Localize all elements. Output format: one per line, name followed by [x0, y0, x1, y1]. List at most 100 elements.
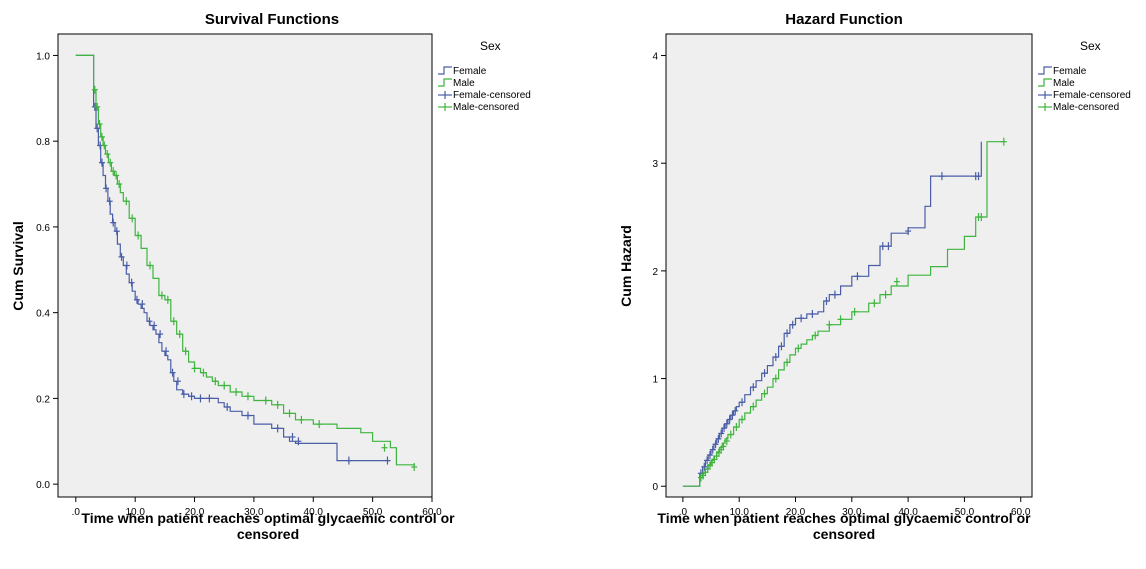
censor-mark-female-censored: [854, 272, 861, 281]
legend-swatch: [438, 103, 452, 111]
censor-mark-female-censored: [224, 402, 231, 411]
legend-swatch: [1038, 103, 1052, 111]
legend-swatch: [438, 66, 452, 75]
censor-mark-female-censored: [789, 320, 796, 329]
legend-title: Sex: [1080, 39, 1101, 53]
y-tick-label: 0.6: [36, 223, 50, 234]
censor-mark-male-censored: [761, 389, 768, 398]
censor-mark-female-censored: [712, 440, 719, 449]
censor-mark-male-censored: [147, 261, 154, 270]
censor-mark-male-censored: [784, 358, 791, 367]
censor-mark-female-censored: [718, 429, 725, 438]
censor-mark-male-censored: [107, 158, 114, 167]
y-tick-label: 2: [652, 267, 658, 278]
survival-chart-panel: Survival Functions Time when patient rea…: [10, 11, 531, 542]
censor-mark-female-censored: [94, 124, 101, 133]
censor-mark-female-censored: [133, 295, 140, 304]
censor-mark-male-censored: [96, 120, 103, 129]
censor-mark-female-censored: [345, 456, 352, 465]
censor-mark-female-censored: [798, 314, 805, 323]
censor-mark-male-censored: [795, 344, 802, 353]
censor-mark-female-censored: [732, 406, 739, 415]
y-tick-label: 1.0: [36, 51, 50, 62]
censor-mark-male-censored: [164, 295, 171, 304]
censor-mark-male-censored: [182, 347, 189, 356]
x-tick-label: 60.0: [422, 507, 442, 518]
y-tick-label: 0: [652, 482, 658, 493]
x-tick-label: 10.0: [729, 507, 749, 518]
censor-mark-female-censored: [295, 437, 302, 446]
censor-mark-female-censored: [784, 329, 791, 338]
legend-label: Female: [453, 66, 487, 77]
censor-mark-male-censored: [882, 290, 889, 299]
censor-mark-male-censored: [113, 171, 120, 180]
censor-mark-female-censored: [905, 227, 912, 236]
censor-mark-female-censored: [761, 369, 768, 378]
x-tick-label: 40.0: [304, 507, 324, 518]
censor-mark-female-censored: [118, 252, 125, 261]
censor-mark-female-censored: [128, 278, 135, 287]
censor-mark-male-censored: [871, 299, 878, 308]
y-tick-label: 0.2: [36, 394, 50, 405]
censor-mark-female-censored: [188, 392, 195, 401]
censor-mark-male-censored: [274, 400, 281, 409]
legend-label: Female-censored: [453, 90, 531, 101]
censor-mark-female-censored: [384, 456, 391, 465]
censor-mark-female-censored: [174, 377, 181, 386]
censor-mark-male-censored: [158, 291, 165, 300]
chart-title: Survival Functions: [205, 11, 339, 28]
x-tick-label: 30.0: [842, 507, 862, 518]
censor-mark-male-censored: [101, 141, 108, 150]
censor-mark-male-censored: [826, 320, 833, 329]
legend-swatch: [1038, 91, 1052, 99]
censor-mark-male-censored: [176, 330, 183, 339]
legend-swatch: [438, 91, 452, 99]
y-tick-label: 0.8: [36, 137, 50, 148]
censor-mark-female-censored: [715, 434, 722, 443]
x-tick-label: 50.0: [363, 507, 383, 518]
censor-mark-female-censored: [701, 462, 708, 471]
x-tick-label: 50.0: [955, 507, 975, 518]
censor-mark-male-censored: [116, 180, 123, 189]
plot-area: [57, 33, 433, 498]
censor-mark-male-censored: [1000, 137, 1007, 146]
censor-mark-female-censored: [729, 411, 736, 420]
legend: Sex FemaleMaleFemale-censoredMale-censore…: [1038, 39, 1131, 113]
y-tick-label: 1: [652, 375, 658, 386]
censor-mark-female-censored: [726, 415, 733, 424]
censor-mark-male-censored: [837, 315, 844, 324]
censor-mark-female-censored: [723, 419, 730, 428]
censor-mark-male-censored: [733, 423, 740, 432]
censor-mark-male-censored: [244, 392, 251, 401]
censor-mark-female-censored: [709, 445, 716, 454]
censor-mark-male-censored: [723, 437, 730, 446]
y-axis-title: Cum Survival: [10, 221, 26, 310]
legend-label: Male: [1053, 78, 1075, 89]
censor-mark-female-censored: [274, 424, 281, 433]
legend-swatch: [1038, 66, 1052, 75]
censor-mark-male-censored: [135, 231, 142, 240]
censor-mark-male-censored: [298, 415, 305, 424]
legend-title: Sex: [480, 39, 501, 53]
censor-mark-female-censored: [123, 261, 130, 270]
censor-mark-male-censored: [170, 317, 177, 326]
x-tick-label: 30.0: [244, 507, 264, 518]
legend-label: Female: [1053, 66, 1087, 77]
survival-chart: Survival Functions Time when patient rea…: [10, 11, 531, 542]
censor-mark-male-censored: [727, 430, 734, 439]
plot-area: [665, 33, 1033, 498]
x-axis-title-line2: censored: [237, 526, 299, 542]
censor-mark-female-censored: [823, 297, 830, 306]
x-tick-label: .0: [679, 507, 688, 518]
censor-mark-female-censored: [110, 218, 117, 227]
censor-mark-female-censored: [98, 158, 105, 167]
censor-mark-male-censored: [98, 132, 105, 141]
censor-mark-female-censored: [139, 300, 146, 309]
censor-mark-male-censored: [411, 462, 418, 471]
x-tick-label: .0: [72, 507, 81, 518]
censor-mark-female-censored: [778, 342, 785, 351]
x-tick-label: 10.0: [125, 507, 145, 518]
censor-mark-female-censored: [113, 227, 120, 236]
censor-mark-female-censored: [879, 242, 886, 251]
censor-mark-female-censored: [706, 451, 713, 460]
